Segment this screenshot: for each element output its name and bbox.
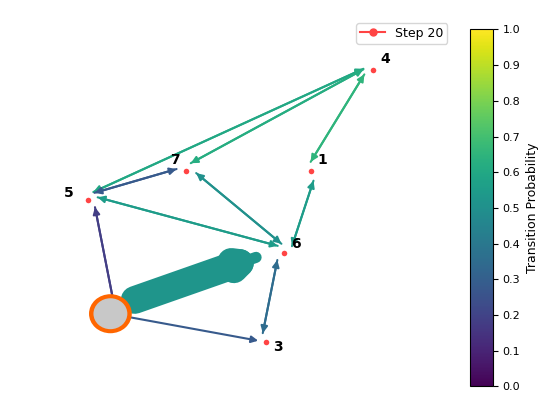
Circle shape	[94, 298, 127, 329]
Text: 7: 7	[171, 153, 180, 167]
Text: 6: 6	[291, 237, 301, 251]
Text: 1: 1	[318, 153, 328, 167]
Legend: Step 20: Step 20	[357, 23, 447, 44]
Y-axis label: Transition Probability: Transition Probability	[526, 143, 539, 273]
Circle shape	[89, 294, 132, 333]
Text: 3: 3	[273, 340, 283, 354]
Text: 4: 4	[380, 52, 390, 66]
Text: 5: 5	[64, 186, 73, 200]
